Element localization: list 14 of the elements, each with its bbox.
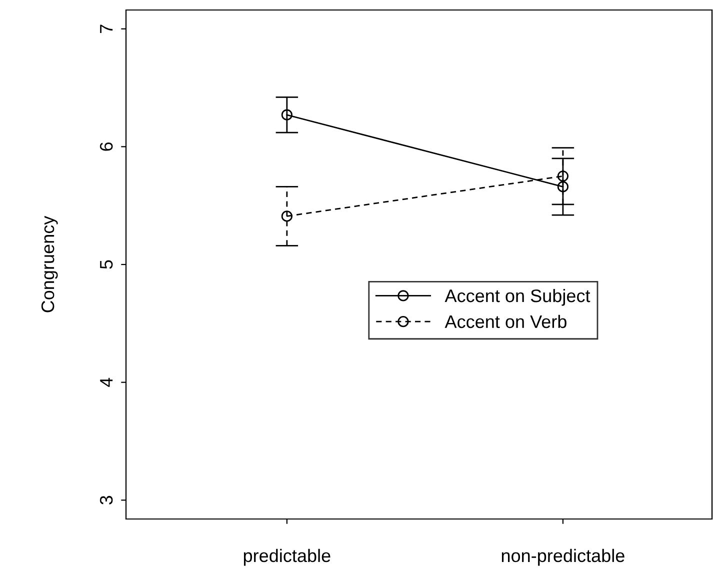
point xyxy=(281,210,292,222)
y-tick-label: 6 xyxy=(100,142,113,151)
y-tick-label: 4 xyxy=(100,378,113,387)
y-tick-label: 7 xyxy=(100,24,113,33)
y-tick-label: 5 xyxy=(100,260,113,269)
legend-label: Accent on Subject xyxy=(444,288,590,306)
point xyxy=(557,181,569,192)
legend-label: Accent on Verb xyxy=(444,314,566,328)
x-tick-label: non-predictable xyxy=(502,548,624,566)
y-axis-title: Congruency xyxy=(41,216,58,312)
y-tick-label: 3 xyxy=(100,496,113,504)
point xyxy=(281,109,292,120)
x-tick-label: predictable xyxy=(244,548,330,566)
point xyxy=(557,170,569,182)
